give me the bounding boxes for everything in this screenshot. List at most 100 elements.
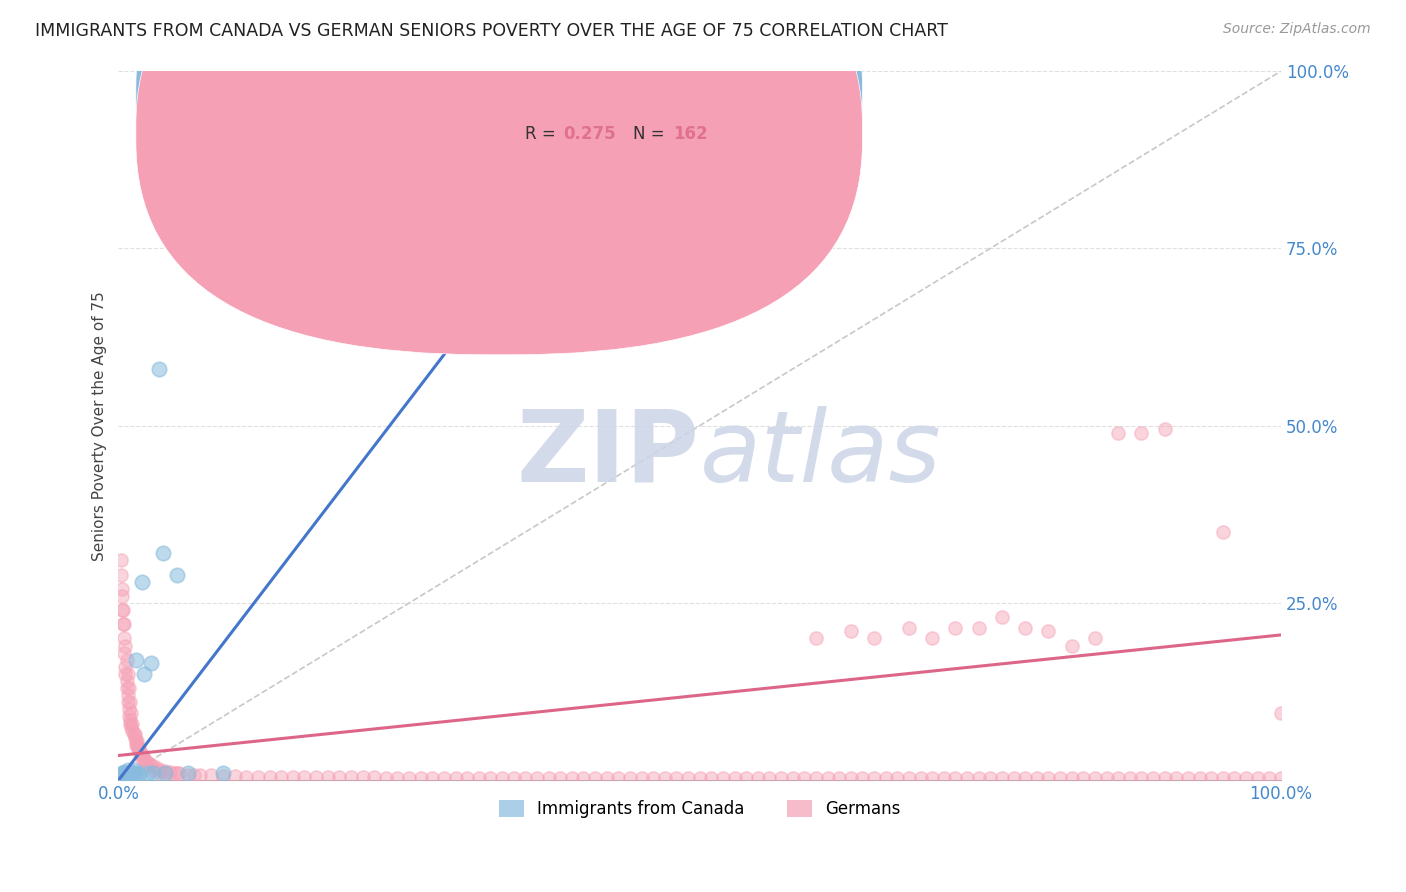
Point [159, 764, 181, 779]
Point [110, 567, 132, 582]
Point [270, 770, 292, 784]
Point [166, 766, 188, 780]
FancyBboxPatch shape [136, 0, 862, 355]
Point [142, 766, 165, 780]
Point [352, 771, 374, 785]
Point [129, 747, 152, 761]
Point [572, 771, 595, 785]
Point [886, 771, 908, 785]
Text: 0.275: 0.275 [564, 125, 616, 143]
Point [839, 771, 862, 785]
Point [817, 771, 839, 785]
Point [502, 771, 524, 785]
Point [1014, 771, 1036, 785]
Point [153, 766, 176, 780]
Point [125, 734, 148, 748]
Point [120, 720, 142, 734]
Legend: Immigrants from Canada, Germans: Immigrants from Canada, Germans [492, 794, 907, 825]
Point [374, 771, 396, 785]
Point [1247, 771, 1270, 785]
Text: Source: ZipAtlas.com: Source: ZipAtlas.com [1223, 22, 1371, 37]
Point [115, 767, 138, 781]
Point [1258, 771, 1281, 785]
Point [1142, 771, 1164, 785]
Point [689, 771, 711, 785]
Point [910, 771, 932, 785]
Point [246, 770, 269, 784]
Point [111, 603, 134, 617]
Point [146, 760, 169, 774]
Point [212, 769, 235, 783]
Point [491, 771, 513, 785]
Point [630, 771, 652, 785]
Point [117, 688, 139, 702]
Point [167, 766, 190, 780]
Point [112, 617, 135, 632]
Point [1212, 524, 1234, 539]
Point [127, 766, 149, 780]
Point [747, 771, 769, 785]
Point [596, 771, 619, 785]
Point [643, 771, 665, 785]
Point [1270, 706, 1292, 720]
Point [120, 695, 142, 709]
Point [128, 745, 150, 759]
Point [1060, 771, 1083, 785]
Point [770, 771, 793, 785]
Point [132, 667, 155, 681]
Point [967, 621, 990, 635]
Point [139, 657, 162, 671]
Point [112, 767, 135, 781]
Point [897, 621, 920, 635]
Point [758, 771, 780, 785]
Point [839, 624, 862, 639]
Text: atlas: atlas [700, 406, 942, 502]
Point [804, 632, 827, 646]
FancyBboxPatch shape [136, 0, 862, 316]
Point [863, 632, 886, 646]
Y-axis label: Seniors Poverty Over the Age of 75: Seniors Poverty Over the Age of 75 [93, 291, 107, 560]
Point [112, 770, 135, 784]
Point [1199, 771, 1222, 785]
Point [224, 769, 246, 783]
Point [409, 771, 432, 785]
Point [177, 766, 200, 780]
Point [153, 764, 176, 778]
Point [1049, 771, 1071, 785]
Point [1084, 771, 1107, 785]
Point [1212, 771, 1234, 785]
Text: R =: R = [526, 125, 561, 143]
Point [115, 673, 138, 688]
Point [294, 771, 316, 785]
Point [117, 770, 139, 784]
Point [1130, 771, 1153, 785]
Point [142, 763, 165, 777]
Point [128, 767, 150, 781]
Point [665, 771, 688, 785]
Point [114, 660, 136, 674]
Point [117, 695, 139, 709]
Point [1073, 771, 1095, 785]
Text: N =: N = [634, 89, 671, 108]
Point [875, 771, 897, 785]
Text: 0.499: 0.499 [564, 89, 616, 108]
Point [148, 764, 170, 779]
Point [259, 770, 281, 784]
Point [127, 741, 149, 756]
Point [112, 617, 135, 632]
Point [676, 771, 699, 785]
Point [139, 756, 162, 771]
Text: IMMIGRANTS FROM CANADA VS GERMAN SENIORS POVERTY OVER THE AGE OF 75 CORRELATION : IMMIGRANTS FROM CANADA VS GERMAN SENIORS… [35, 22, 948, 40]
Point [131, 752, 153, 766]
Text: 32: 32 [673, 89, 696, 108]
Point [281, 771, 304, 785]
Point [526, 771, 548, 785]
Text: N =: N = [634, 125, 671, 143]
Point [991, 771, 1014, 785]
Point [166, 567, 188, 582]
Point [120, 767, 142, 781]
Point [120, 713, 142, 727]
Point [183, 767, 205, 781]
Point [163, 766, 186, 780]
Point [1153, 771, 1175, 785]
